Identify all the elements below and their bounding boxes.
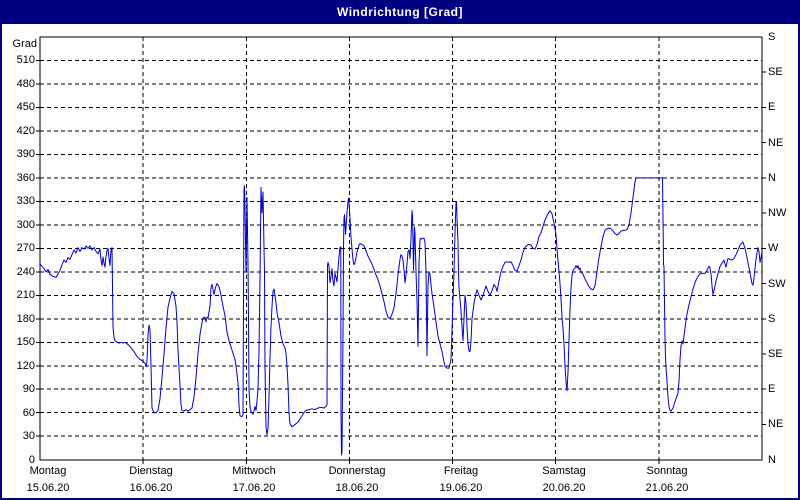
title-bar: Windrichtung [Grad]	[2, 2, 798, 24]
window-title: Windrichtung [Grad]	[336, 5, 464, 19]
